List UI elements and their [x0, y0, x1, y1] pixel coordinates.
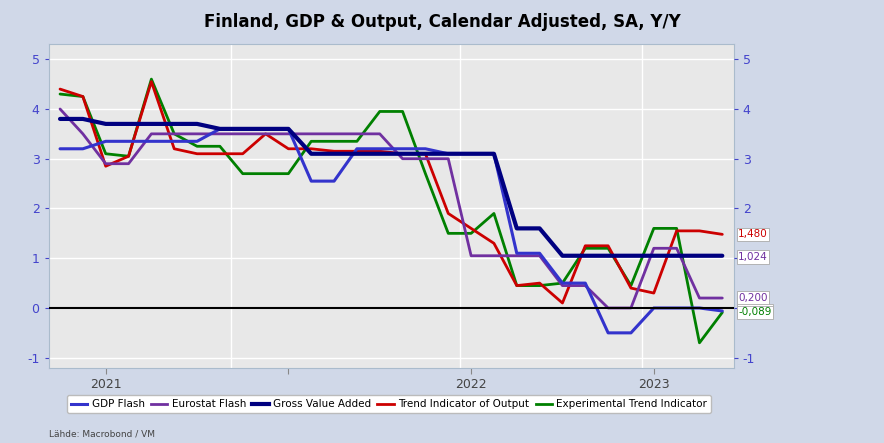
Legend: GDP Flash, Eurostat Flash, Gross Value Added, Trend Indicator of Output, Experim: GDP Flash, Eurostat Flash, Gross Value A…	[66, 395, 712, 413]
Text: -0,089: -0,089	[738, 307, 772, 318]
Text: Finland, GDP & Output, Calendar Adjusted, SA, Y/Y: Finland, GDP & Output, Calendar Adjusted…	[203, 13, 681, 31]
Text: 0,200: 0,200	[738, 293, 767, 303]
Text: Lähde: Macrobond / VM: Lähde: Macrobond / VM	[49, 430, 155, 439]
Text: 1,024: 1,024	[738, 252, 768, 262]
Text: 1,480: 1,480	[738, 229, 768, 239]
Text: -0,059: -0,059	[738, 306, 772, 316]
